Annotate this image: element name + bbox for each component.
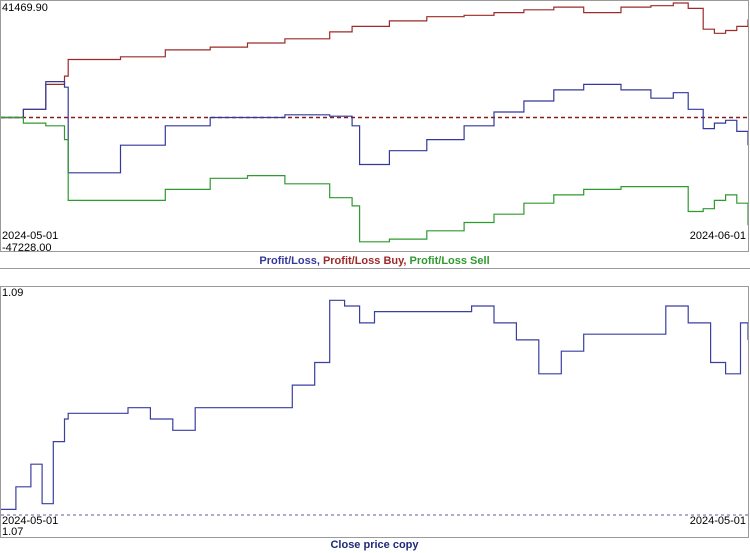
close-price-caption: Close price copy [330,539,419,551]
series-line-profit-loss [1,81,748,174]
legend-profit-loss-sell: Profit/Loss Sell [409,255,490,267]
close-price-plot [1,299,748,516]
legend-profit-loss: Profit/Loss [259,255,317,267]
series-line-profit-loss-buy [1,2,748,119]
top-y-max-label: 41469.90 [2,2,48,14]
top-x-end-label: 2024-06-01 [689,230,746,242]
panel-separator [0,268,750,269]
series-line-profit-loss-sell [1,116,748,243]
top-legend: Profit/Loss, Profit/Loss Buy, Profit/Los… [0,255,749,267]
bottom-x-end-label: 2024-05-01 [689,515,746,527]
legend-separator-1: , [316,255,323,267]
bottom-y-min-label: 1.07 [2,526,24,538]
legend-separator-2: , [403,255,410,267]
top-x-start-label: 2024-05-01 [2,230,59,242]
close-price-panel: 1.09 2024-05-01 1.07 2024-05-01 [0,286,749,538]
bottom-x-start-label: 2024-05-01 [2,515,59,527]
series-line-close-price-copy [1,299,748,510]
legend-profit-loss-buy: Profit/Loss Buy [322,255,404,267]
top-y-min-label: -47228.00 [2,242,52,254]
bottom-y-max-label: 1.09 [2,287,24,299]
profit-loss-panel: 41469.90 2024-05-01 -47228.00 2024-06-01 [0,0,749,254]
profit-loss-plot [1,2,748,243]
